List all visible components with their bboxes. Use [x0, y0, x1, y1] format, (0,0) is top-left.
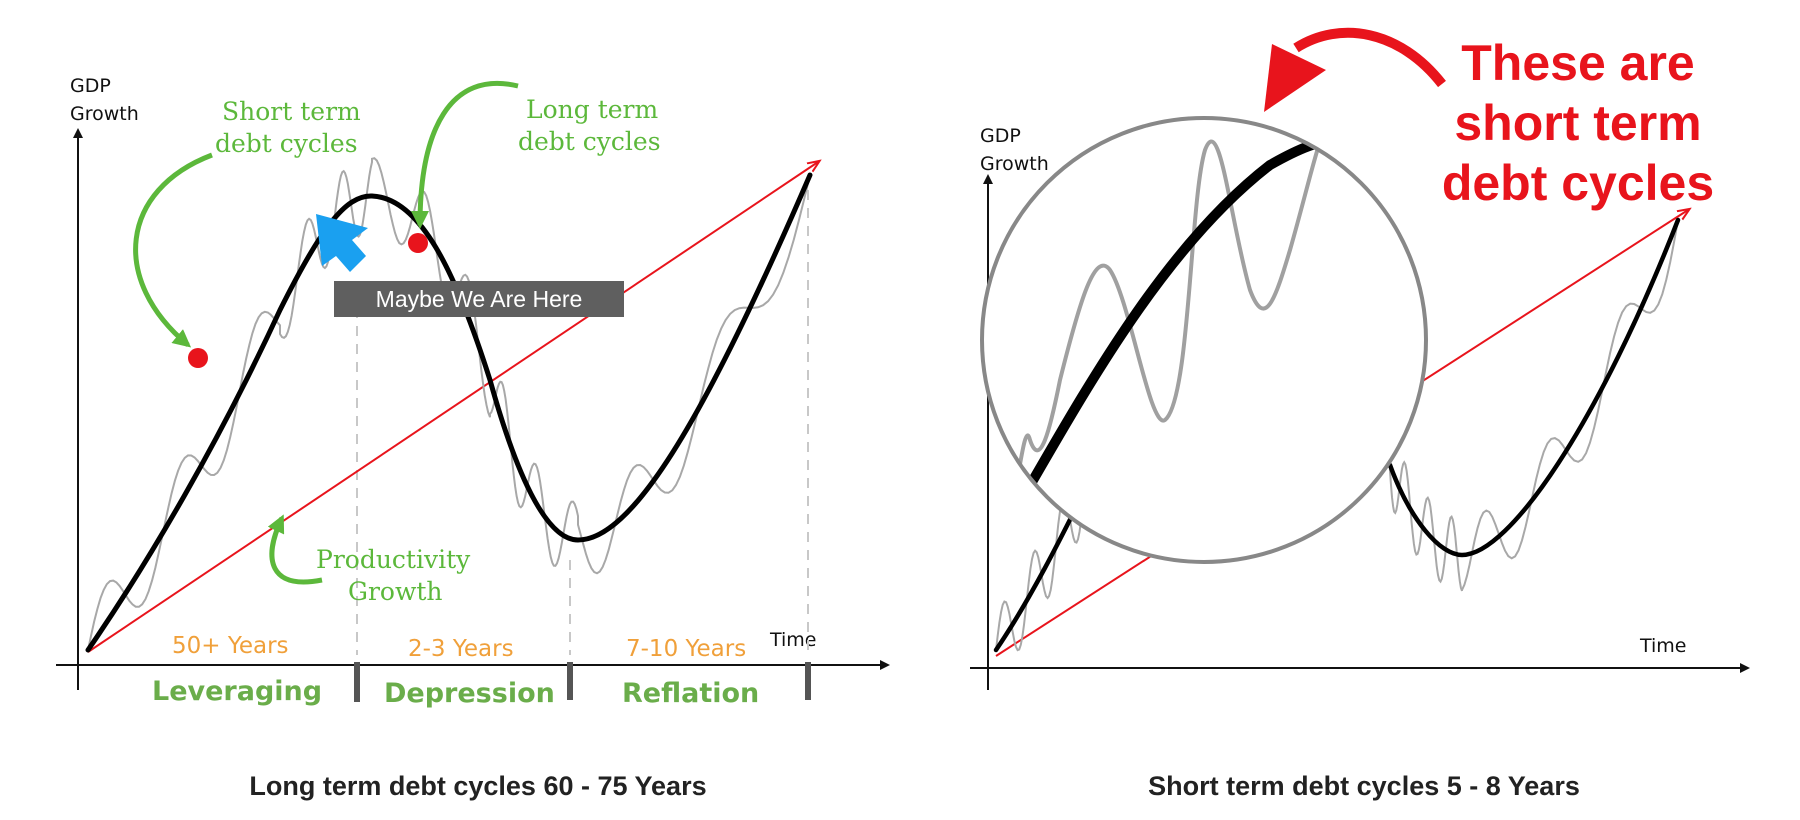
phase-duration-reflation: 7-10 Years [626, 636, 746, 662]
left-caption: Long term debt cycles 60 - 75 Years [249, 771, 706, 801]
productivity-growth-line [87, 162, 818, 653]
right-x-axis-label: Time [1639, 635, 1687, 657]
callout-line3: debt cycles [1442, 155, 1714, 211]
short-term-arrow [133, 152, 213, 348]
phase-tick-2 [567, 662, 573, 700]
right-panel: GDP Growth Time These are short term deb… [970, 27, 1750, 801]
left-y-axis-label-line1: GDP [70, 75, 111, 97]
callout-line1: These are [1461, 35, 1694, 91]
long-term-arrow [411, 80, 519, 229]
maybe-we-are-here-text: Maybe We Are Here [376, 286, 583, 312]
long-term-debt-cycle-curve [85, 172, 813, 653]
phase-tick-1 [354, 662, 360, 702]
left-y-axis-label-line2: Growth [70, 103, 139, 125]
zoomed-long-cycle-curve [1005, 135, 1345, 525]
productivity-arrow [267, 514, 323, 585]
phase-name-depression: Depression [384, 678, 555, 709]
maybe-we-are-here-banner [334, 281, 624, 317]
right-y-axis-label-line1: GDP [980, 125, 1021, 147]
phase-name-reflation: Reflation [622, 678, 759, 709]
callout-arrowhead-icon [1264, 44, 1326, 112]
left-x-axis-label: Time [769, 629, 817, 651]
zoom-lens-ring [980, 116, 1428, 564]
short-term-note-line1: Short term [222, 97, 361, 126]
phase-name-leveraging: Leveraging [152, 676, 322, 707]
phase-duration-depression: 2-3 Years [408, 636, 514, 662]
long-term-note-line2: debt cycles [518, 127, 661, 156]
phase-tick-3 [805, 662, 811, 700]
short-term-note-line2: debt cycles [215, 129, 358, 158]
right-y-axis-label-line2: Growth [980, 153, 1049, 175]
productivity-note-line1: Productivity [316, 545, 471, 574]
arrow-cursor-icon [316, 214, 368, 272]
zoomed-short-cycle-curve [1008, 118, 1332, 521]
left-panel: GDP Growth Time Short term debt cycles L… [56, 75, 890, 801]
short-term-marker-dot [188, 348, 208, 368]
phase-duration-leveraging: 50+ Years [172, 633, 289, 659]
callout-curved-arrow-icon [1293, 27, 1446, 88]
callout-line2: short term [1454, 95, 1701, 151]
productivity-note-line2: Growth [348, 577, 443, 606]
zoom-lens-content [1005, 118, 1345, 525]
long-term-note-line1: Long term [526, 95, 658, 124]
long-term-marker-dot [408, 233, 428, 253]
right-caption: Short term debt cycles 5 - 8 Years [1148, 771, 1580, 801]
zoom-lens-background [982, 118, 1426, 562]
